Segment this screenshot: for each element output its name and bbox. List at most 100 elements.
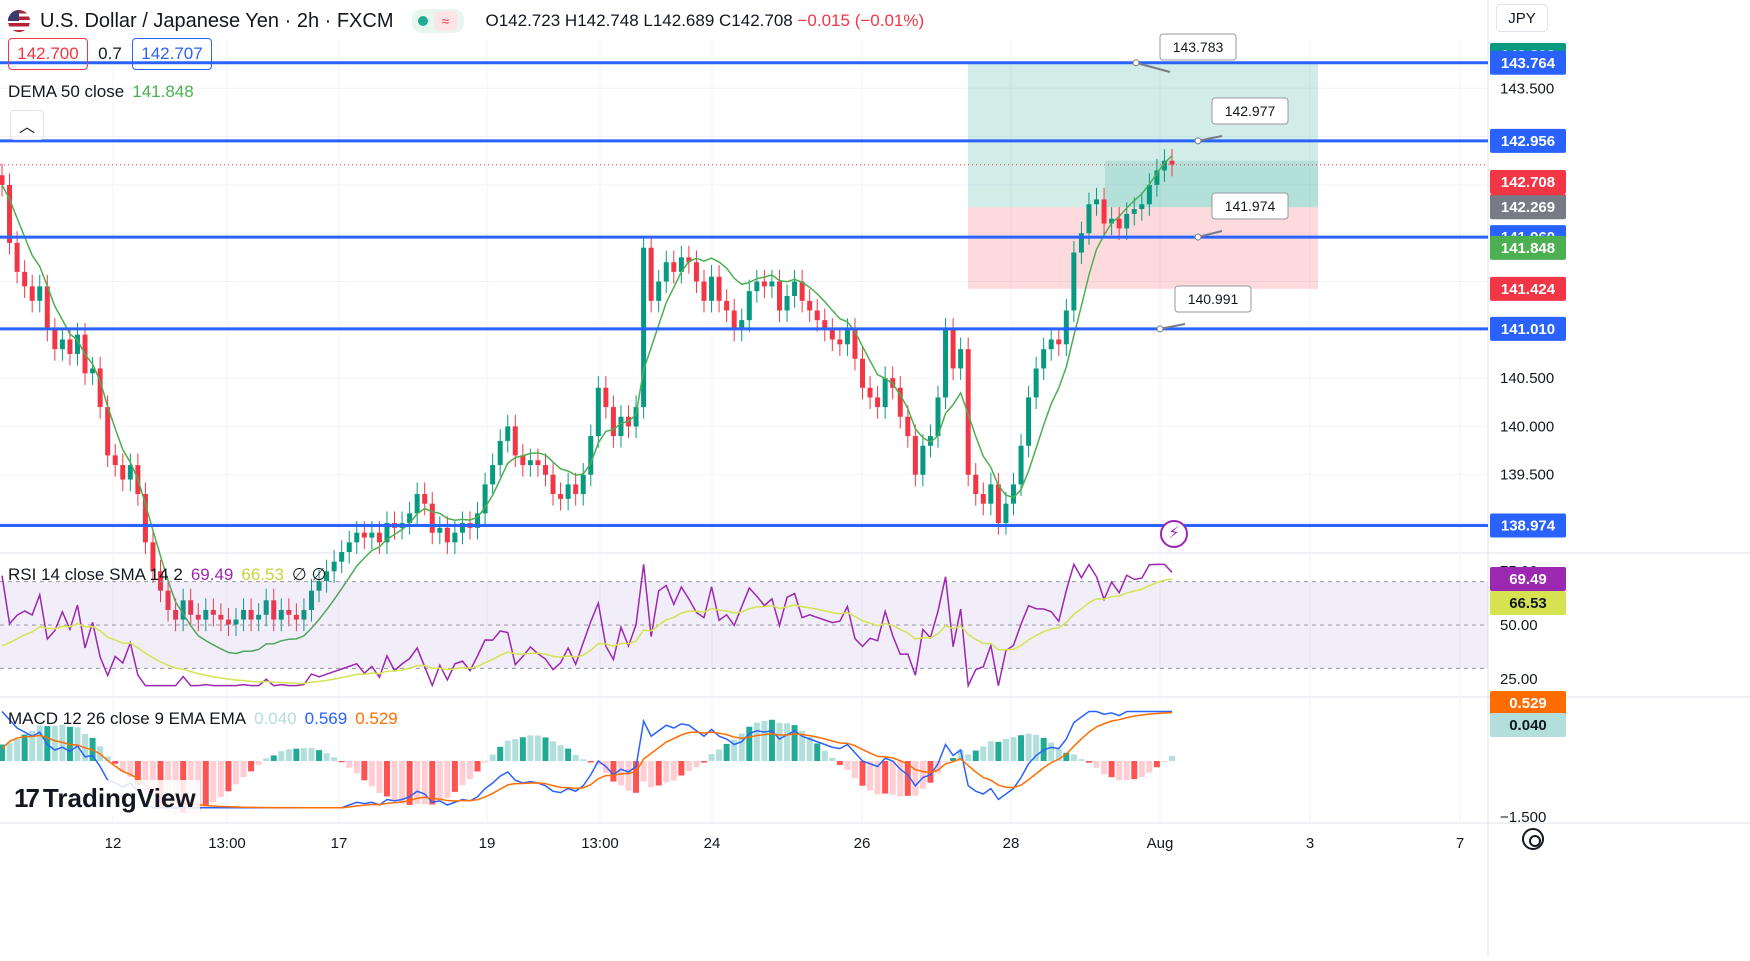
macd-histogram-bar — [685, 761, 692, 772]
candle-body — [52, 329, 58, 350]
candle-body — [671, 262, 677, 272]
macd-histogram-bar — [308, 748, 315, 761]
candle-body — [384, 523, 390, 543]
candle-body — [158, 571, 164, 591]
macd-histogram-bar — [889, 761, 896, 795]
macd-histogram-bar — [633, 761, 640, 793]
time-tick-label: Aug — [1147, 835, 1174, 852]
macd-histogram-bar — [829, 757, 836, 761]
buy-button[interactable]: 142.707 — [132, 38, 212, 70]
candle-body — [746, 291, 752, 321]
macd-histogram-bar — [610, 761, 617, 782]
candle-body — [1169, 160, 1175, 165]
candle-body — [142, 494, 148, 543]
candle-body — [973, 474, 979, 495]
tradingview-logo[interactable]: 17 TradingView — [10, 780, 200, 816]
macd-histogram-bar — [0, 744, 5, 761]
currency-button[interactable]: JPY — [1496, 4, 1548, 32]
candle-body — [829, 329, 835, 340]
candle-body — [1033, 368, 1039, 398]
sell-button[interactable]: 142.700 — [8, 38, 88, 70]
symbol-title[interactable]: U.S. Dollar / Japanese Yen · 2h · FXCM — [40, 9, 394, 32]
macd-histogram-bar — [882, 761, 889, 794]
macd-histogram-bar — [323, 753, 330, 761]
candle-body — [241, 609, 247, 620]
candle-body — [1003, 503, 1009, 524]
macd-histogram-bar — [874, 761, 881, 795]
candle-body — [459, 523, 465, 533]
candle-body — [29, 286, 35, 301]
rsi-label: RSI 14 close SMA 14 2 — [8, 565, 183, 584]
rsi-sma-line — [1, 578, 1173, 685]
macd-histogram-bar — [1101, 761, 1108, 775]
candle-body — [120, 465, 126, 480]
macd-histogram-bar — [233, 761, 239, 785]
macd-histogram-bar — [421, 761, 428, 805]
collapse-legend-button[interactable]: ︿ — [10, 110, 44, 140]
candle-body — [595, 387, 601, 437]
macd-histogram-bar — [1138, 761, 1145, 778]
candle-body — [1041, 349, 1047, 369]
price-badge-label: 141.424 — [1501, 281, 1556, 298]
candle-body — [256, 614, 262, 620]
candle-body — [943, 329, 949, 398]
macd-histogram-bar — [625, 761, 632, 791]
market-status-pill[interactable]: ≈ — [411, 9, 464, 33]
macd-histogram-bar — [285, 749, 292, 761]
candle-body — [444, 527, 450, 543]
candle-body — [807, 300, 813, 311]
candle-body — [988, 484, 994, 504]
price-badge-label: 141.010 — [1501, 321, 1555, 338]
spread-value: 0.7 — [98, 44, 122, 63]
dema-legend[interactable]: DEMA 50 close 141.848 — [8, 82, 194, 102]
candle-body — [331, 561, 337, 572]
candle-body — [867, 387, 873, 398]
candle-body — [520, 455, 526, 466]
price-badge-label: 142.269 — [1501, 199, 1555, 216]
rsi-legend[interactable]: RSI 14 close SMA 14 2 69.49 66.53 ∅ ∅ — [8, 565, 326, 585]
candle-body — [565, 484, 571, 499]
candle-body — [610, 407, 616, 437]
candle-body — [437, 527, 443, 533]
price-tick-label: 140.500 — [1500, 370, 1554, 387]
candle-body — [308, 590, 314, 610]
price-badge-label: 138.974 — [1501, 518, 1556, 535]
callout-label: 141.974 — [1225, 198, 1276, 214]
candle-body — [90, 368, 96, 374]
macd-histogram-bar — [1055, 749, 1062, 761]
bolt-icon[interactable]: ⚡ — [1160, 520, 1188, 548]
price-badge — [1490, 50, 1566, 75]
macd-histogram-bar — [51, 726, 58, 761]
candle-body — [112, 455, 118, 466]
candle-body — [0, 175, 5, 185]
candle-body — [263, 600, 269, 615]
macd-legend[interactable]: MACD 12 26 close 9 EMA EMA 0.040 0.569 0… — [8, 709, 398, 729]
callout-anchor — [1132, 59, 1140, 67]
candle-body — [452, 532, 458, 543]
price-badge — [1490, 170, 1566, 194]
time-tick-label: 13:00 — [208, 835, 246, 852]
macd-histogram-bar — [1025, 733, 1032, 761]
macd-histogram-bar — [1033, 734, 1040, 761]
macd-histogram-bar — [987, 741, 994, 761]
candle-body — [1146, 184, 1152, 205]
loss-zone — [968, 207, 1318, 289]
candle-body — [656, 281, 662, 301]
candle-body — [490, 465, 496, 485]
candle-body — [218, 614, 224, 620]
price-badge — [1490, 713, 1566, 737]
rsi-extra: ∅ ∅ — [291, 565, 327, 584]
macd-histogram-bar — [761, 720, 768, 761]
candle-body — [301, 609, 307, 620]
candle-body — [693, 262, 699, 282]
macd-histogram-bar — [1070, 754, 1077, 761]
macd-histogram-bar — [534, 735, 541, 761]
macd-histogram-bar — [844, 761, 851, 770]
candle-body — [784, 296, 790, 311]
macd-histogram-bar — [6, 742, 13, 761]
candle-body — [1078, 233, 1084, 253]
price-tick-label: 140.000 — [1500, 418, 1554, 435]
gear-icon[interactable] — [1522, 828, 1544, 850]
